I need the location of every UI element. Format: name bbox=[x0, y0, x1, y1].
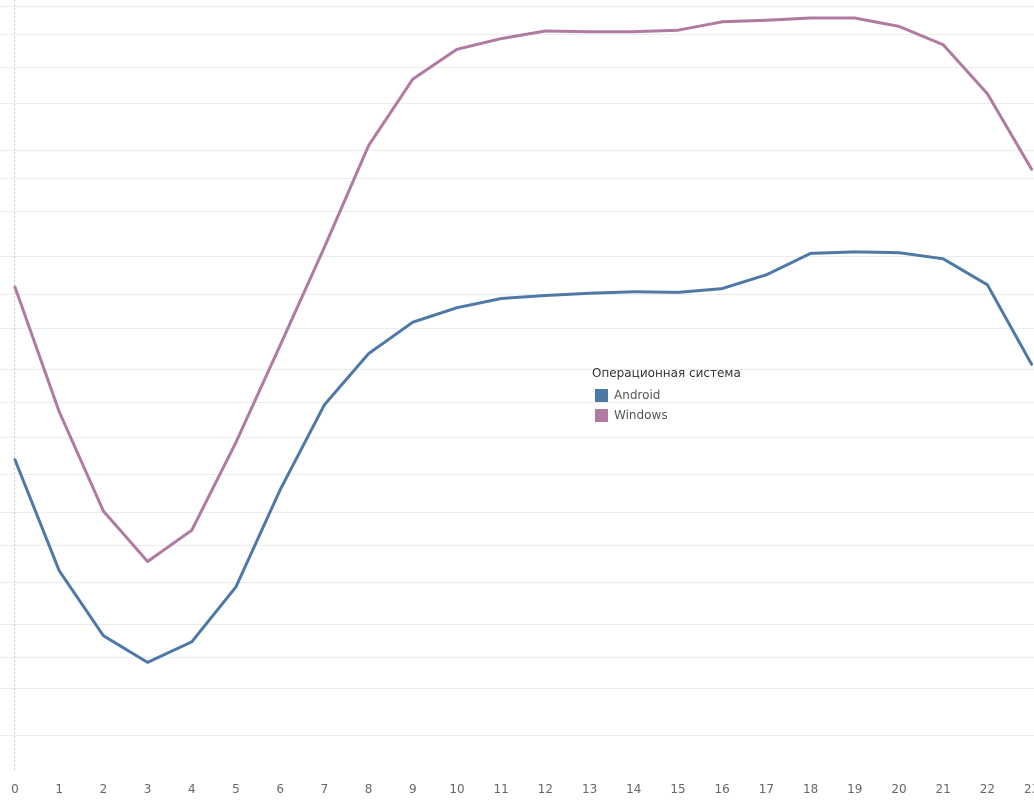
x-tick-label: 7 bbox=[321, 782, 329, 796]
x-tick-label: 8 bbox=[365, 782, 373, 796]
x-tick-label: 4 bbox=[188, 782, 196, 796]
series-lines bbox=[13, 16, 1034, 664]
x-tick-label: 1 bbox=[55, 782, 63, 796]
x-tick-label: 11 bbox=[494, 782, 509, 796]
x-tick-label: 6 bbox=[276, 782, 284, 796]
x-tick-label: 3 bbox=[144, 782, 152, 796]
legend-swatch-windows bbox=[595, 408, 608, 422]
x-tick-label: 22 bbox=[980, 782, 995, 796]
series-line-windows[interactable] bbox=[13, 16, 1034, 563]
x-tick-label: 13 bbox=[582, 782, 597, 796]
x-tick-label: 17 bbox=[759, 782, 774, 796]
x-tick-label: 5 bbox=[232, 782, 240, 796]
x-tick-label: 12 bbox=[538, 782, 553, 796]
x-tick-label: 19 bbox=[847, 782, 862, 796]
x-axis: 01234567891011121314151617181920212223 bbox=[11, 782, 1034, 796]
x-tick-label: 14 bbox=[626, 782, 641, 796]
gridlines bbox=[0, 6, 1034, 736]
x-tick-label: 10 bbox=[449, 782, 464, 796]
x-tick-label: 21 bbox=[936, 782, 951, 796]
x-tick-label: 0 bbox=[11, 782, 19, 796]
x-tick-label: 23 bbox=[1024, 782, 1034, 796]
x-tick-label: 9 bbox=[409, 782, 417, 796]
legend-item-windows[interactable]: Windows bbox=[592, 405, 741, 425]
x-tick-label: 20 bbox=[891, 782, 906, 796]
legend-swatch-android bbox=[595, 388, 608, 402]
x-tick-label: 16 bbox=[715, 782, 730, 796]
legend-title: Операционная система bbox=[592, 366, 741, 380]
legend-label-windows: Windows bbox=[614, 408, 668, 422]
series-line-android[interactable] bbox=[13, 250, 1034, 664]
x-tick-label: 2 bbox=[100, 782, 108, 796]
x-tick-label: 18 bbox=[803, 782, 818, 796]
legend: Операционная система Android Windows bbox=[592, 366, 741, 425]
legend-label-android: Android bbox=[614, 388, 661, 402]
legend-item-android[interactable]: Android bbox=[592, 385, 741, 405]
x-tick-label: 15 bbox=[670, 782, 685, 796]
